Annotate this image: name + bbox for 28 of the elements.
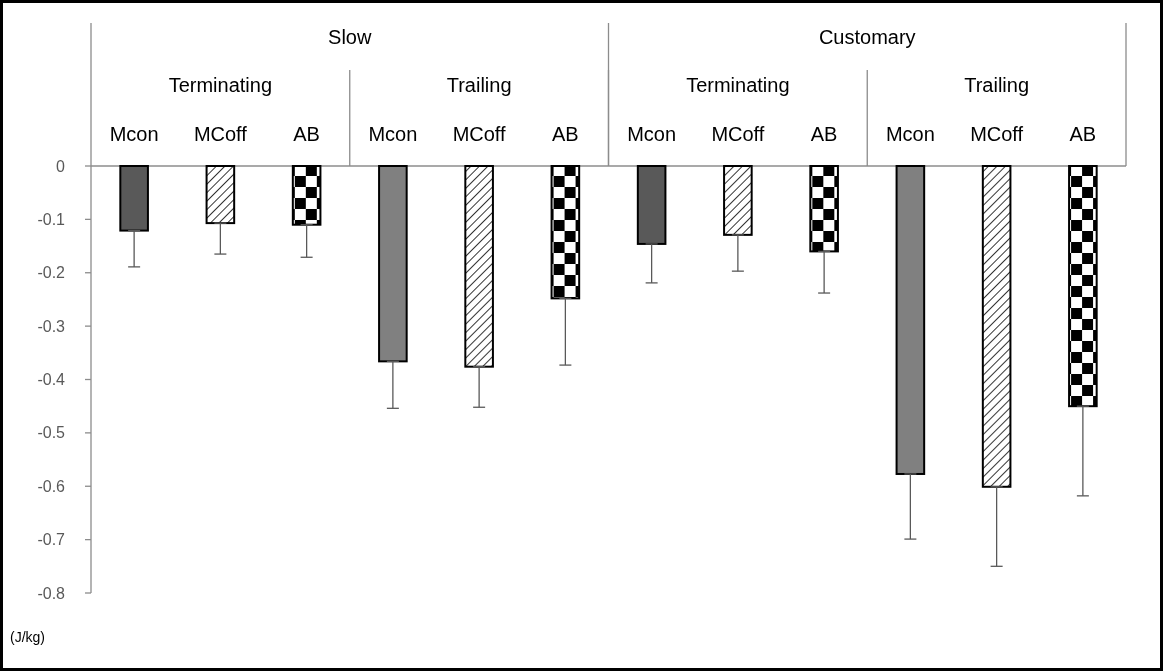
- y-tick-label: -0.5: [37, 424, 66, 442]
- x-tick-label: Mcon: [368, 123, 418, 145]
- y-tick-label: -0.6: [37, 477, 66, 495]
- x-tick-label: MCoff: [193, 123, 248, 145]
- x-tick-label: MCoff: [711, 123, 765, 145]
- text: Slow: [328, 26, 372, 48]
- x-tick-label: Mcon: [885, 123, 935, 145]
- x-tick-label: AB: [293, 123, 320, 145]
- x-tick-label: Mcon: [627, 123, 677, 145]
- text: Terminating: [168, 74, 273, 96]
- text: Customary: [818, 26, 916, 48]
- y-axis-title: (J/kg): [10, 629, 45, 645]
- x-tick-label: AB: [810, 123, 838, 145]
- y-tick-label: -0.2: [37, 264, 66, 282]
- text: Trailing: [964, 74, 1030, 96]
- x-tick-label: MCoff: [452, 123, 507, 145]
- text: Terminating: [686, 74, 790, 96]
- y-tick-label: -0.7: [37, 531, 66, 549]
- y-tick-label: -0.8: [37, 584, 66, 602]
- x-tick-label: Mcon: [109, 123, 159, 145]
- y-tick-label: -0.4: [37, 371, 66, 389]
- x-tick-label: MCoff: [970, 123, 1024, 145]
- y-tick-label: -0.1: [37, 210, 66, 228]
- x-tick-label: AB: [1069, 123, 1097, 145]
- x-tick-label: AB: [552, 123, 579, 145]
- text: Trailing: [446, 74, 512, 96]
- y-tick-label: -0.3: [37, 317, 66, 335]
- y-tick-label: 0: [56, 157, 66, 175]
